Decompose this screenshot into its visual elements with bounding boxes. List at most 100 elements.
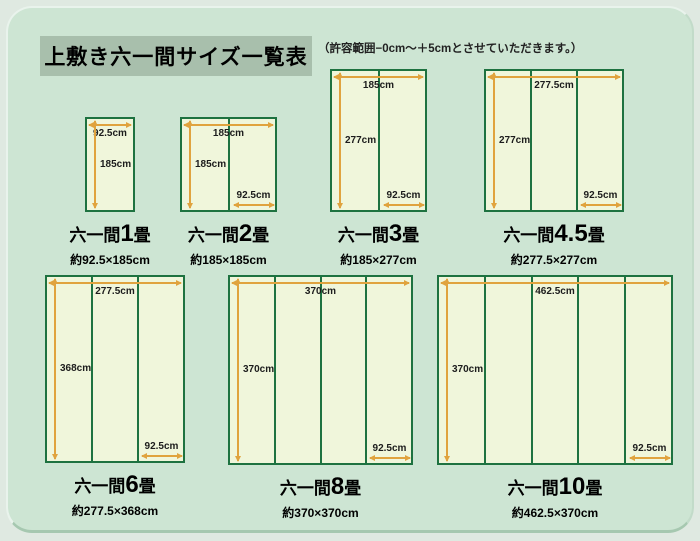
width-dimension-label: 370cm xyxy=(304,286,337,297)
page-title: 上敷き六一間サイズ一覧表 xyxy=(44,46,308,69)
height-dimension-arrow xyxy=(91,120,98,209)
width-dimension-arrow xyxy=(183,121,274,128)
height-dimension-label: 370cm xyxy=(452,364,484,375)
diagram-caption: 六一間3畳 約185×277cm xyxy=(338,219,419,268)
title-box: 上敷き六一間サイズ一覧表 xyxy=(40,36,312,76)
height-dimension-label: 368cm xyxy=(60,363,92,374)
height-dimension-label: 370cm xyxy=(243,364,275,375)
diagram-4-5jo: 277.5cm 277cm 92.5cm 六一間4.5畳 約277.5×277c… xyxy=(484,69,624,267)
diagram-name-prefix: 六一間 xyxy=(337,226,389,245)
height-dimension-arrow xyxy=(51,278,58,460)
mat-panel xyxy=(322,277,368,463)
diagram-3jo: 185cm 277cm 92.5cm 六一間3畳 約185×277cm xyxy=(330,69,427,267)
diagram-name: 六一間8畳 xyxy=(280,472,361,502)
mat-panel xyxy=(93,277,139,461)
diagram-name-suffix: 畳 xyxy=(252,226,270,245)
diagram-name-number: 1 xyxy=(120,220,134,247)
panel-width-dimension-arrow xyxy=(383,201,425,208)
width-dimension-label: 277.5cm xyxy=(95,286,135,297)
mat-outline xyxy=(330,69,427,212)
diagram-caption: 六一間4.5畳 約277.5×277cm xyxy=(503,219,604,268)
diagram-size-label: 約370×370cm xyxy=(282,506,359,520)
diagram-name: 六一間10畳 xyxy=(508,472,603,502)
diagram-name-number: 2 xyxy=(238,220,253,247)
mat-panel xyxy=(182,119,230,210)
mat-outline xyxy=(45,275,185,463)
diagram-caption: 六一間2畳 約185×185cm xyxy=(188,219,269,268)
diagram-size-label: 約92.5×185cm xyxy=(70,253,150,267)
panel-width-dimension-label: 92.5cm xyxy=(386,190,421,201)
diagram-caption: 六一間1畳 約92.5×185cm xyxy=(69,219,150,268)
panel-width-dimension-label: 92.5cm xyxy=(144,441,179,452)
diagram-name-prefix: 六一間 xyxy=(503,226,555,245)
diagram-name-suffix: 畳 xyxy=(587,226,605,245)
mat-panel xyxy=(579,277,627,463)
mat-outline xyxy=(484,69,624,212)
mat-outline xyxy=(437,275,673,465)
width-dimension-arrow xyxy=(231,279,410,286)
diagram-name-prefix: 六一間 xyxy=(279,479,331,498)
mat-panel xyxy=(230,277,276,463)
mat-panel xyxy=(332,71,380,210)
diagram-name-number: 10 xyxy=(558,473,586,500)
width-dimension-label: 92.5cm xyxy=(93,128,127,139)
width-dimension-arrow xyxy=(487,73,621,80)
width-dimension-arrow xyxy=(88,121,132,128)
diagram-size-label: 約277.5×277cm xyxy=(510,253,598,267)
mat-outline xyxy=(85,117,135,212)
tolerance-note: （許容範囲−0cm〜＋5cmとさせていただきます。） xyxy=(318,43,583,55)
diagram-size-label: 約462.5×370cm xyxy=(511,506,599,520)
diagram-caption: 六一間8畳 約370×370cm xyxy=(280,472,361,521)
diagram-name-suffix: 畳 xyxy=(402,226,420,245)
height-dimension-label: 185cm xyxy=(100,158,132,170)
panel-width-dimension-arrow xyxy=(629,454,671,461)
mat-panel xyxy=(276,277,322,463)
panel-width-dimension-arrow xyxy=(369,454,411,461)
diagram-6jo: 277.5cm 368cm 92.5cm 六一間6畳 約277.5×368cm xyxy=(45,275,185,518)
panel-width-dimension-label: 92.5cm xyxy=(236,190,271,201)
panel-width-dimension-label: 92.5cm xyxy=(372,443,407,454)
mat-panel xyxy=(47,277,93,461)
diagram-name-prefix: 六一間 xyxy=(74,477,126,496)
height-dimension-arrow xyxy=(443,278,450,462)
width-dimension-label: 462.5cm xyxy=(535,286,575,297)
diagram-name-number: 6 xyxy=(125,471,139,498)
diagram-size-label: 約277.5×368cm xyxy=(71,504,159,518)
diagram-10jo: 462.5cm 370cm 92.5cm 六一間10畳 約462.5×370cm xyxy=(437,275,673,520)
diagram-name-suffix: 畳 xyxy=(133,226,151,245)
height-dimension-label: 277cm xyxy=(345,134,377,146)
diagram-caption: 六一間10畳 約462.5×370cm xyxy=(508,472,603,521)
width-dimension-arrow xyxy=(333,73,424,80)
panel-width-dimension-label: 92.5cm xyxy=(632,443,667,454)
diagram-name-suffix: 畳 xyxy=(138,477,156,496)
diagram-name-suffix: 畳 xyxy=(585,479,603,498)
diagram-size-label: 約185×277cm xyxy=(340,253,417,267)
width-dimension-label: 185cm xyxy=(212,128,245,139)
height-dimension-arrow xyxy=(336,72,343,209)
diagram-name-suffix: 畳 xyxy=(344,479,362,498)
height-dimension-arrow xyxy=(186,120,193,209)
mat-outline xyxy=(228,275,413,465)
panel-width-dimension-arrow xyxy=(141,452,183,459)
diagram-name: 六一間4.5畳 xyxy=(503,219,604,249)
mat-panel xyxy=(486,277,533,463)
width-dimension-arrow xyxy=(48,279,182,286)
diagram-caption: 六一間6畳 約277.5×368cm xyxy=(72,470,158,519)
diagram-name-prefix: 六一間 xyxy=(187,226,239,245)
diagram-name-number: 4.5 xyxy=(554,220,588,247)
diagram-1jo: 92.5cm 185cm 六一間1畳 約92.5×185cm xyxy=(69,117,151,267)
panel-width-dimension-arrow xyxy=(580,201,622,208)
mat-panel xyxy=(532,71,578,210)
width-dimension-label: 185cm xyxy=(362,80,395,91)
diagram-name: 六一間6畳 xyxy=(72,470,158,500)
diagram-name: 六一間2畳 xyxy=(188,219,269,249)
mat-panel xyxy=(439,277,486,463)
diagram-name-prefix: 六一間 xyxy=(69,226,121,245)
diagram-8jo: 370cm 370cm 92.5cm 六一間8畳 約370×370cm xyxy=(228,275,413,520)
mat-panel xyxy=(367,277,411,463)
mat-outline xyxy=(180,117,277,212)
diagram-2jo: 185cm 185cm 92.5cm 六一間2畳 約185×185cm xyxy=(180,117,277,267)
height-dimension-arrow xyxy=(234,278,241,462)
width-dimension-label: 277.5cm xyxy=(534,80,574,91)
height-dimension-label: 185cm xyxy=(195,158,227,170)
